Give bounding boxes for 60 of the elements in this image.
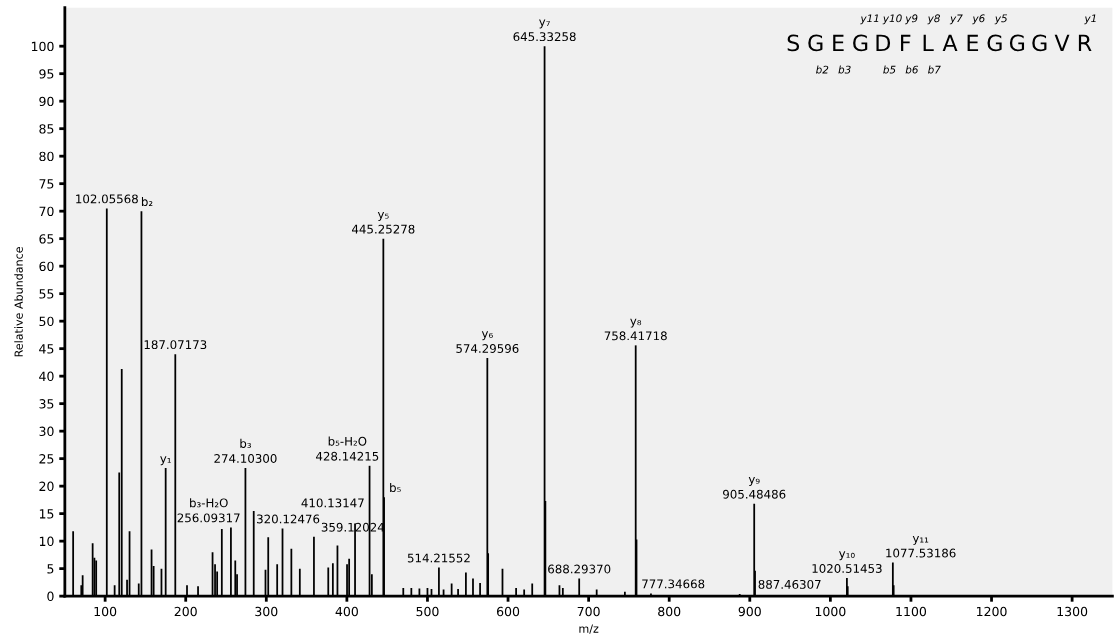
annotation: 320.12476	[257, 514, 320, 524]
x-tick-label: 1300	[1057, 606, 1088, 617]
x-tick-label: 500	[416, 606, 439, 617]
annotation: 187.07173	[144, 340, 207, 350]
y-tick-label: 5	[47, 564, 54, 574]
annotation: 102.05568	[76, 194, 138, 204]
y-tick-label: 55	[39, 289, 54, 299]
y-tick-label: 15	[39, 509, 54, 519]
x-tick-label: 300	[255, 606, 278, 617]
text: y11 y10 y9 y8 y7 y6 y5 y1	[860, 14, 1096, 25]
annotation: 887.46307	[758, 579, 821, 589]
x-tick-label: 700	[577, 606, 600, 617]
x-tick-label: 1000	[815, 606, 846, 617]
x-tick-label: 100	[94, 606, 117, 617]
x-tick-label: 800	[658, 606, 681, 617]
y-tick-label: 65	[39, 234, 54, 244]
annotation: b₂	[141, 196, 153, 207]
x-tick-label: 900	[738, 606, 761, 617]
annotation: y₆ 574.29596	[456, 331, 519, 353]
annotation: b₃ 274.10300	[214, 438, 277, 463]
y-tick-label: 10	[39, 536, 54, 547]
y-tick-label: 60	[39, 261, 54, 272]
x-tick-label: 400	[335, 606, 358, 617]
annotation: y₈ 758.41718	[604, 318, 667, 341]
y-tick-label: 80	[39, 151, 54, 162]
y-tick-label: 35	[39, 399, 54, 409]
annotation: y₅ 445.25278	[352, 211, 415, 234]
annotation: y₁₀ 1020.51453	[812, 551, 882, 573]
y-tick-label: 75	[39, 179, 54, 189]
annotation: y₇ 645.33258	[513, 19, 576, 42]
annotation: b₃-H₂O 256.09317	[177, 498, 240, 523]
y-tick-label: 20	[39, 481, 54, 492]
annotation: y₁	[160, 456, 171, 466]
annotation: b₅	[390, 482, 401, 493]
x-axis-title: m/z	[579, 624, 599, 634]
x-tick-label: 1100	[896, 606, 927, 617]
y-tick-label: 95	[39, 69, 54, 79]
x-tick-label: 600	[496, 606, 520, 617]
y-tick-label: 90	[39, 96, 54, 107]
annotation: 410.13147	[301, 498, 364, 508]
y-tick-label: 25	[39, 454, 54, 464]
y-tick-label: 70	[39, 206, 54, 217]
y-tick-label: 100	[31, 41, 54, 52]
annotation: 688.29370	[548, 564, 611, 574]
y-tick-label: 45	[39, 344, 54, 354]
y-tick-label: 0	[47, 591, 54, 602]
y-tick-label: 40	[39, 371, 54, 382]
text: b2 b3 b5 b6 b7	[816, 65, 941, 74]
annotation: 514.21552	[407, 553, 470, 563]
y-tick-label: 30	[39, 426, 54, 437]
y-axis-title: Relative Abundance	[14, 247, 23, 357]
y-tick-label: 50	[39, 316, 54, 327]
text: S G E G D F L A E G G G V R	[787, 34, 1092, 52]
x-tick-label: 1200	[977, 606, 1007, 617]
annotation: b₅-H₂O 428.14215	[315, 436, 379, 461]
x-tick-label: 200	[174, 606, 197, 617]
annotation: 777.34668	[642, 579, 705, 589]
annotation: y₁₁ 1077.53186	[886, 535, 956, 558]
y-tick-label: 85	[39, 124, 54, 134]
annotation: y₉ 905.48486	[723, 477, 786, 499]
